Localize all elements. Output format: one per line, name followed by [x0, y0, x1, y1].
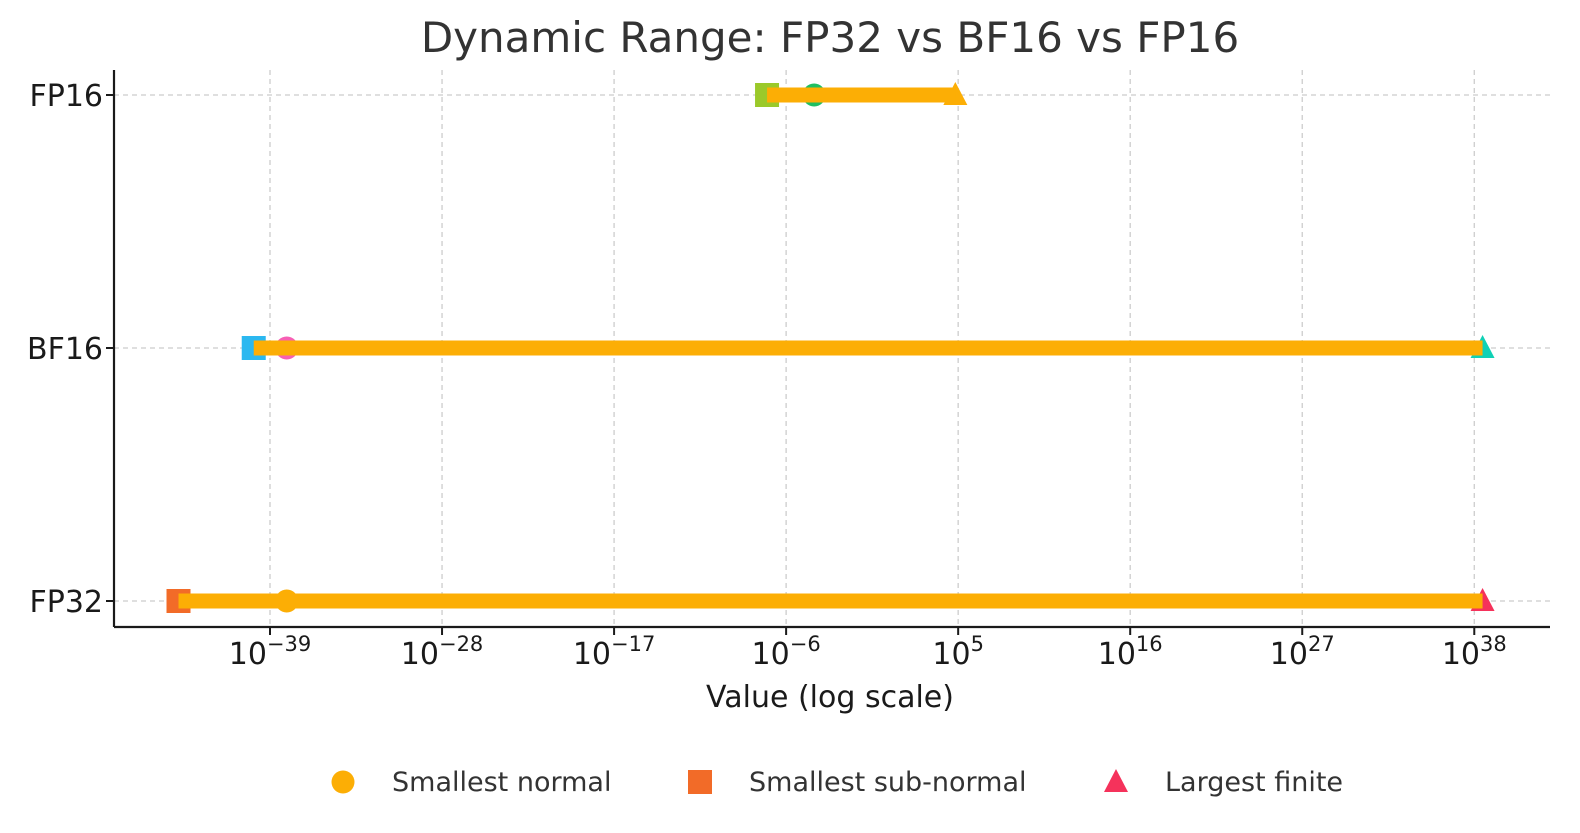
x-tick-label: 10−39 [229, 632, 312, 672]
legend: Smallest normal Smallest sub-normal Larges… [331, 767, 1343, 798]
y-tick-label: FP16 [29, 79, 103, 114]
x-tick-label: 10−17 [573, 632, 656, 672]
legend-circle-marker [331, 770, 355, 794]
x-tick-label: 105 [932, 632, 984, 672]
y-tick-label: FP32 [29, 585, 103, 620]
x-axis-label: Value (log scale) [706, 680, 954, 715]
grid-layer [114, 70, 1550, 627]
x-tick-label: 1038 [1442, 632, 1507, 672]
x-ticks: 10−39 10−28 10−17 10−6 105 1016 1027 1038 [229, 627, 1507, 672]
x-tick-label: 1016 [1098, 632, 1163, 672]
x-tick-label: 1027 [1270, 632, 1335, 672]
legend-square-marker [688, 770, 712, 794]
legend-label: Largest finite [1165, 767, 1343, 798]
y-tick-label: BF16 [27, 332, 103, 367]
y-ticks: FP32 BF16 FP16 [27, 79, 114, 620]
x-tick-label: 10−6 [752, 632, 821, 672]
legend-triangle-marker [1104, 769, 1128, 792]
legend-label: Smallest normal [392, 767, 611, 798]
legend-label: Smallest sub-normal [749, 767, 1027, 798]
x-tick-label: 10−28 [401, 632, 484, 672]
data-markers [166, 82, 1495, 613]
chart-title: Dynamic Range: FP32 vs BF16 vs FP16 [421, 13, 1239, 62]
